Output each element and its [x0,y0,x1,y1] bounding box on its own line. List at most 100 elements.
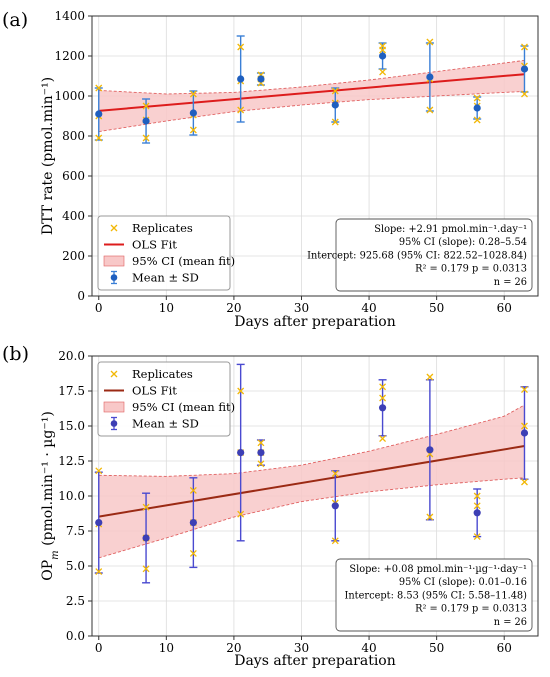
mean-point [426,73,434,81]
mean-point [189,519,197,527]
mean-point [189,109,197,117]
replicate-stroke [473,94,481,102]
legend-label: Replicates [132,221,193,235]
x-tick-label: 20 [226,301,241,315]
replicate-marker [142,102,150,110]
mean-point [426,446,434,454]
replicate-stroke [379,68,387,76]
legend-box [97,215,231,291]
legend-mean-icon [110,274,118,281]
replicate-marker [189,126,197,134]
replicate-marker [95,467,103,475]
replicate-marker [379,435,387,443]
legend-item-replicates: Replicates [110,221,193,235]
replicate-stroke [473,502,481,510]
stats-annotation: Slope: +0.08 pmol.min⁻¹·µg⁻¹·day⁻¹ 95% CI… [335,558,533,632]
replicate-marker [473,94,481,102]
replicate-stroke [473,533,481,541]
replicate-marker [379,46,387,54]
replicate-marker [473,116,481,124]
x-tick-label: 60 [497,641,512,655]
mean-point [237,449,245,457]
replicate-stroke [237,43,245,51]
x-tick-label: 0 [95,301,103,315]
replicate-stroke [95,467,103,475]
replicate-marker [426,373,434,381]
replicate-marker [379,383,387,391]
replicate-marker [237,510,245,518]
legend-item-ci: 95% CI (mean fit) [103,254,235,268]
x-tick-label: 0 [95,641,103,655]
ci-upper-edge [98,404,525,477]
legend-mean-icon [110,420,118,427]
stats-box [335,218,533,292]
x-tick-label: 50 [429,301,444,315]
replicate-marker [473,502,481,510]
replicate-stroke [521,90,528,98]
replicate-stroke [189,126,197,134]
replicate-marker [257,439,265,447]
legend-label: 95% CI (mean fit) [132,400,235,414]
replicate-marker [331,87,339,95]
panel-label: (b) [2,343,29,365]
mean-point [473,509,481,517]
replicate-marker [521,43,528,51]
mean-point [95,519,103,527]
mean-point [95,110,103,118]
y-tick-label: 17.5 [58,384,85,398]
stats-line: Slope: +2.91 pmol.min⁻¹.day⁻¹ [374,224,527,235]
replicate-marker [521,478,528,486]
mean-point [257,449,265,457]
replicate-stroke [426,106,434,114]
mean-point [331,101,339,109]
stats-line: R² = 0.179 p = 0.0313 [415,604,527,615]
x-tick-label: 40 [361,301,376,315]
stats-line: Intercept: 8.53 (95% CI: 5.58–11.48) [344,590,527,601]
y-tick-label: 7.5 [66,524,85,538]
legend-label: Replicates [132,367,193,381]
replicate-marker [331,470,339,478]
replicate-stroke [189,549,197,557]
replicate-stroke [473,492,481,500]
legend-label: OLS Fit [132,238,177,252]
mean-point [331,502,339,510]
y-tick-label: 15.0 [58,419,85,433]
replicate-marker [189,486,197,494]
replicate-stroke [331,118,339,126]
x-tick-label: 30 [294,301,309,315]
legend-ci-icon [103,401,125,413]
stats-box [335,558,533,632]
replicate-marker [237,387,245,395]
replicate-marker [331,118,339,126]
replicate-stroke [521,386,528,394]
y-tick-label: 400 [62,209,85,223]
replicate-marker [473,492,481,500]
replicate-stroke [426,513,434,521]
y-axis-label: DTT rate (pmol.min⁻¹) [40,77,56,235]
y-tick-label: 0 [77,289,85,303]
y-tick-label: 1200 [54,49,85,63]
ci-lower-edge [98,477,525,559]
replicate-stroke [237,387,245,395]
legend-item-fit: OLS Fit [104,384,177,398]
x-tick-label: 40 [361,641,376,655]
stats-line: Slope: +0.08 pmol.min⁻¹·µg⁻¹·day⁻¹ [349,564,527,575]
ols-fit-line [98,445,525,518]
replicate-marker [379,394,387,402]
stats-line: 95% CI (slope): 0.28–5.54 [399,237,527,248]
replicate-stroke [142,565,150,573]
replicate-stroke [331,470,339,478]
mean-point [378,404,387,412]
replicate-marker [95,568,103,576]
y-axis-label-main: OP [40,560,56,581]
y-tick-label: 0.0 [66,629,85,643]
replicate-marker [521,422,528,430]
replicate-marker [521,90,528,98]
stats-line: R² = 0.179 p = 0.0313 [415,264,527,275]
mean-point [142,117,150,125]
replicate-stroke [521,43,528,51]
y-tick-label: 5.0 [66,559,85,573]
replicate-stroke [142,102,150,110]
replicate-stroke [142,503,150,511]
